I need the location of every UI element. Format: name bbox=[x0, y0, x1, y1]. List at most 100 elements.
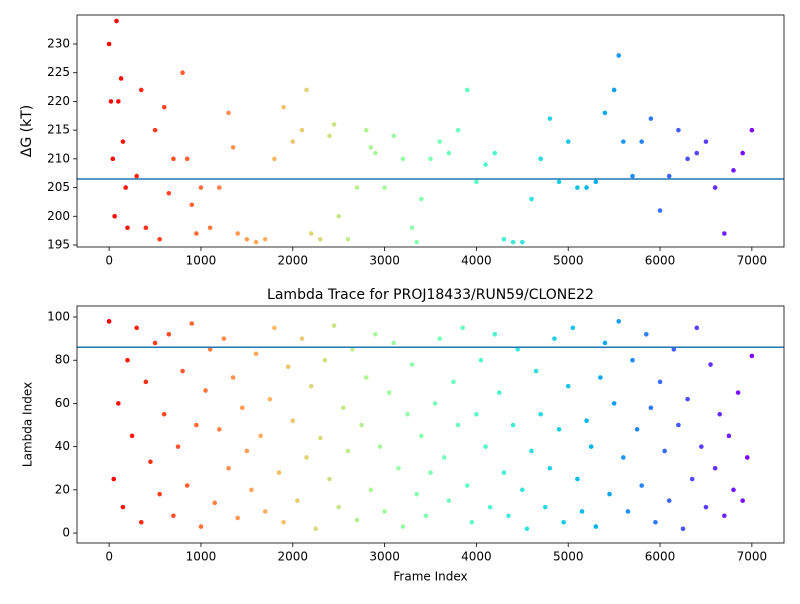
point bbox=[363, 375, 369, 380]
point bbox=[400, 156, 406, 162]
point bbox=[437, 139, 442, 144]
y-tick-label: 40 bbox=[55, 439, 70, 453]
point bbox=[419, 433, 424, 439]
point bbox=[722, 231, 727, 236]
point bbox=[262, 236, 268, 242]
point bbox=[611, 87, 617, 93]
point bbox=[161, 411, 167, 417]
point bbox=[166, 332, 172, 337]
x-tick-label: 7000 bbox=[737, 550, 768, 564]
point bbox=[552, 336, 557, 341]
point bbox=[120, 504, 126, 510]
point bbox=[524, 526, 530, 532]
point bbox=[455, 127, 461, 133]
point bbox=[625, 509, 631, 514]
point bbox=[474, 411, 479, 417]
point bbox=[657, 379, 663, 385]
point bbox=[607, 491, 612, 497]
point bbox=[253, 351, 259, 357]
point bbox=[152, 127, 158, 133]
x-tick-label: 4000 bbox=[461, 254, 492, 268]
point bbox=[593, 524, 599, 529]
point bbox=[382, 185, 387, 190]
point bbox=[336, 504, 341, 510]
y-tick-label: 225 bbox=[47, 65, 70, 79]
point bbox=[249, 487, 254, 493]
point bbox=[469, 519, 475, 525]
point bbox=[400, 524, 406, 529]
point bbox=[221, 336, 227, 341]
point bbox=[198, 524, 204, 529]
point bbox=[226, 110, 231, 116]
point bbox=[506, 513, 511, 519]
point bbox=[414, 491, 420, 497]
plot-area bbox=[77, 319, 784, 532]
y-axis-label: ΔG (kT) bbox=[19, 105, 35, 157]
point bbox=[207, 225, 213, 231]
point bbox=[368, 145, 374, 150]
point bbox=[108, 99, 114, 104]
point bbox=[253, 239, 259, 245]
axes-frame bbox=[76, 14, 785, 248]
point bbox=[478, 357, 484, 363]
point bbox=[722, 513, 727, 519]
point bbox=[749, 353, 755, 359]
x-axis-label: Frame Index bbox=[393, 570, 467, 584]
y-tick-label: 230 bbox=[47, 37, 70, 51]
x-tick-label: 5000 bbox=[553, 550, 584, 564]
point bbox=[529, 448, 534, 454]
point bbox=[643, 332, 649, 337]
point bbox=[703, 504, 709, 510]
point bbox=[409, 362, 415, 367]
point bbox=[634, 427, 640, 432]
point bbox=[198, 185, 204, 190]
point bbox=[138, 87, 144, 93]
point bbox=[547, 116, 553, 121]
y-tick-label: 20 bbox=[55, 482, 70, 496]
point bbox=[276, 470, 282, 475]
point bbox=[510, 239, 516, 245]
point bbox=[189, 321, 195, 326]
point bbox=[428, 156, 433, 162]
point bbox=[464, 483, 470, 488]
point bbox=[529, 196, 534, 202]
point bbox=[451, 379, 456, 385]
point bbox=[680, 526, 686, 532]
y-axis-label: Lambda Index bbox=[21, 382, 35, 467]
point bbox=[217, 427, 222, 432]
point bbox=[235, 231, 240, 236]
point bbox=[363, 127, 369, 133]
point bbox=[189, 202, 195, 208]
point bbox=[694, 150, 700, 156]
point bbox=[676, 422, 681, 428]
point bbox=[676, 127, 681, 133]
point bbox=[584, 185, 589, 190]
y-tick-label: 220 bbox=[47, 94, 70, 108]
point bbox=[492, 332, 498, 337]
point bbox=[648, 116, 654, 121]
point bbox=[703, 139, 709, 144]
y-tick-label: 100 bbox=[47, 310, 70, 324]
point bbox=[749, 127, 755, 133]
point bbox=[520, 239, 525, 245]
x-tick-label: 5000 bbox=[553, 254, 584, 268]
point bbox=[740, 150, 745, 156]
point bbox=[501, 236, 507, 242]
x-tick-label: 6000 bbox=[645, 254, 676, 268]
point bbox=[657, 208, 663, 213]
point bbox=[616, 53, 622, 58]
x-tick-label: 2000 bbox=[277, 550, 308, 564]
point bbox=[244, 236, 250, 242]
point bbox=[616, 319, 622, 324]
point bbox=[694, 325, 700, 331]
point bbox=[377, 444, 383, 449]
x-tick-label: 3000 bbox=[369, 550, 400, 564]
point bbox=[327, 133, 332, 139]
point bbox=[194, 231, 199, 236]
y-tick-label: 60 bbox=[55, 396, 70, 410]
point bbox=[708, 362, 713, 367]
point bbox=[129, 433, 135, 439]
point bbox=[593, 179, 599, 185]
point bbox=[653, 519, 658, 525]
point bbox=[662, 448, 667, 454]
